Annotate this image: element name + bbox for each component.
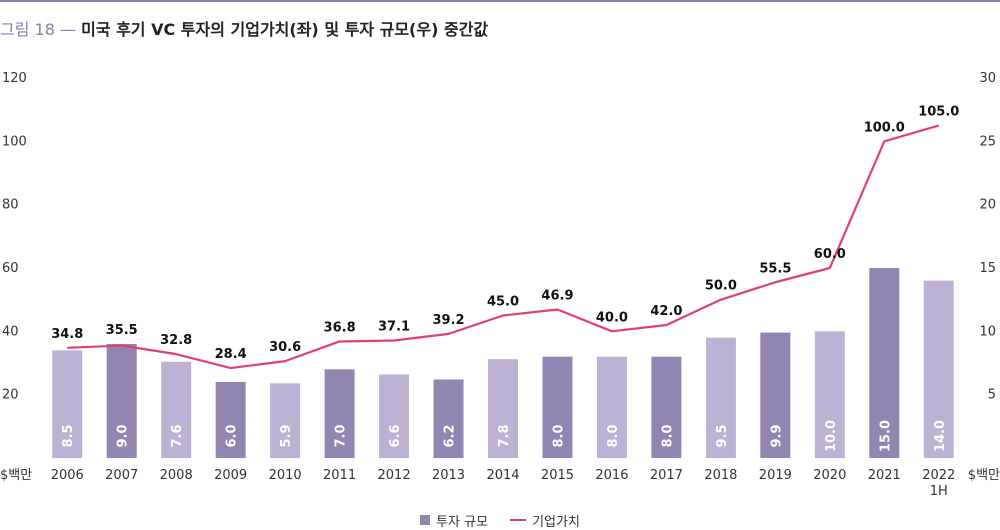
x-tick-label: 2007 xyxy=(105,468,138,483)
x-tick-label: 2006 xyxy=(51,468,84,483)
y-right-tick-label: 10 xyxy=(979,324,996,339)
bar-value-label: 8.5 xyxy=(61,424,76,447)
line-value-label: 55.5 xyxy=(759,261,791,276)
bar xyxy=(379,374,410,458)
bar xyxy=(814,331,845,458)
bar xyxy=(270,383,301,458)
x-tick-label: 2014 xyxy=(486,468,519,483)
legend: 투자 규모 기업가치 xyxy=(0,510,1000,530)
bar xyxy=(324,369,355,458)
y-left-tick-label: 60 xyxy=(2,261,19,276)
x-tick-label: 2008 xyxy=(160,468,193,483)
y-right-tick-label: 20 xyxy=(979,198,996,213)
line-value-label: 60.0 xyxy=(814,247,846,262)
bar xyxy=(215,382,246,458)
y-left-tick-label: 20 xyxy=(2,388,19,403)
y-left-tick-label: 80 xyxy=(2,198,19,213)
bar-value-label: 7.6 xyxy=(170,424,185,447)
combo-chart: 20 40 60 80 100 120 5 10 15 20 25 30 $백만 $백만 8.5 9.0 7.6… xyxy=(0,71,1000,499)
bar-value-label: 8.0 xyxy=(660,424,675,447)
line-value-label: 40.0 xyxy=(596,310,628,325)
chart-title: 그림 18 — 미국 후기 VC 투자의 기업가치(좌) 및 투자 규모(우) … xyxy=(0,18,488,42)
bar-value-label: 14.0 xyxy=(933,420,948,452)
y-left-tick-label: 40 xyxy=(2,324,19,339)
x-tick-label: 2017 xyxy=(650,468,683,483)
legend-swatch-bar xyxy=(420,515,431,525)
legend-label-bar: 투자 규모 xyxy=(436,514,489,530)
bar-value-label: 7.8 xyxy=(497,424,512,447)
bar xyxy=(869,268,900,458)
line-value-label: 35.5 xyxy=(106,323,138,338)
y-right-tick-label: 25 xyxy=(979,134,996,149)
y-right-tick-label: 15 xyxy=(979,261,996,276)
legend-label-line: 기업가치 xyxy=(532,514,580,530)
figure-number: 그림 18 xyxy=(0,20,55,39)
line-series xyxy=(67,124,940,370)
bar xyxy=(760,332,791,458)
bar xyxy=(52,350,83,458)
title-text: 미국 후기 VC 투자의 기업가치(좌) 및 투자 규모(우) 중간값 xyxy=(81,20,489,39)
bar-value-label: 9.0 xyxy=(116,424,131,447)
bar xyxy=(923,280,954,458)
line-value-label: 105.0 xyxy=(918,105,959,120)
line-value-label: 34.8 xyxy=(51,327,83,342)
y-left-tick-label: 120 xyxy=(2,71,27,86)
x-tick-label: 2021 xyxy=(868,468,901,483)
bar xyxy=(161,361,192,458)
bar xyxy=(106,344,137,458)
x-tick-label: 2015 xyxy=(541,468,574,483)
bar xyxy=(705,337,736,458)
y-left-tick-label: 100 xyxy=(2,134,27,149)
line-value-label: 30.6 xyxy=(269,340,301,355)
legend-item-line: 기업가치 xyxy=(510,511,580,530)
line-value-label: 36.8 xyxy=(324,320,356,335)
line-value-label: 37.1 xyxy=(378,320,410,335)
x-tick-label: 2013 xyxy=(432,468,465,483)
x-tick-label: 2011 xyxy=(323,468,356,483)
y-right-unit: $백만 xyxy=(968,468,1000,483)
x-tick-label: 2012 xyxy=(378,468,411,483)
x-tick-label: 2016 xyxy=(595,468,628,483)
line-value-label: 39.2 xyxy=(432,313,464,328)
bar-value-label: 15.0 xyxy=(878,420,893,452)
line-value-label: 42.0 xyxy=(650,304,682,319)
line-value-label: 32.8 xyxy=(160,333,192,348)
y-right-tick-label: 30 xyxy=(979,71,996,86)
line-value-label: 50.0 xyxy=(705,279,737,294)
bar-value-label: 9.9 xyxy=(769,424,784,447)
bar-value-label: 8.0 xyxy=(606,424,621,447)
line-value-label: 46.9 xyxy=(541,288,573,303)
line-value-label: 28.4 xyxy=(215,347,247,362)
bar-value-label: 6.2 xyxy=(443,424,458,447)
bar-value-label: 8.0 xyxy=(551,424,566,447)
legend-item-bar: 투자 규모 xyxy=(420,511,488,530)
bar-value-label: 6.0 xyxy=(225,424,240,447)
bar xyxy=(488,359,518,458)
bar xyxy=(433,379,464,458)
x-tick-label: 2019 xyxy=(759,468,792,483)
bar-value-label: 9.5 xyxy=(715,424,730,447)
x-tick-label: 2009 xyxy=(214,468,247,483)
x-tick-label: 2010 xyxy=(269,468,302,483)
bar xyxy=(542,356,573,458)
x-tick-label: 2022 1H xyxy=(922,468,955,499)
x-tick-label: 2018 xyxy=(704,468,737,483)
bar-value-label: 5.9 xyxy=(279,424,294,447)
x-tick-label: 2020 xyxy=(813,468,846,483)
bar xyxy=(596,356,627,458)
y-left-unit: $백만 xyxy=(0,468,32,483)
title-separator: — xyxy=(59,20,76,39)
bar-value-label: 7.0 xyxy=(334,424,349,447)
bar-value-label: 6.6 xyxy=(388,424,403,447)
line-value-label: 100.0 xyxy=(864,120,905,135)
title-rule xyxy=(0,0,1000,2)
y-right-tick-label: 5 xyxy=(988,388,996,403)
line-value-label: 45.0 xyxy=(487,295,519,310)
bar-value-label: 10.0 xyxy=(824,420,839,452)
legend-swatch-line xyxy=(510,519,527,521)
bar xyxy=(651,356,682,458)
